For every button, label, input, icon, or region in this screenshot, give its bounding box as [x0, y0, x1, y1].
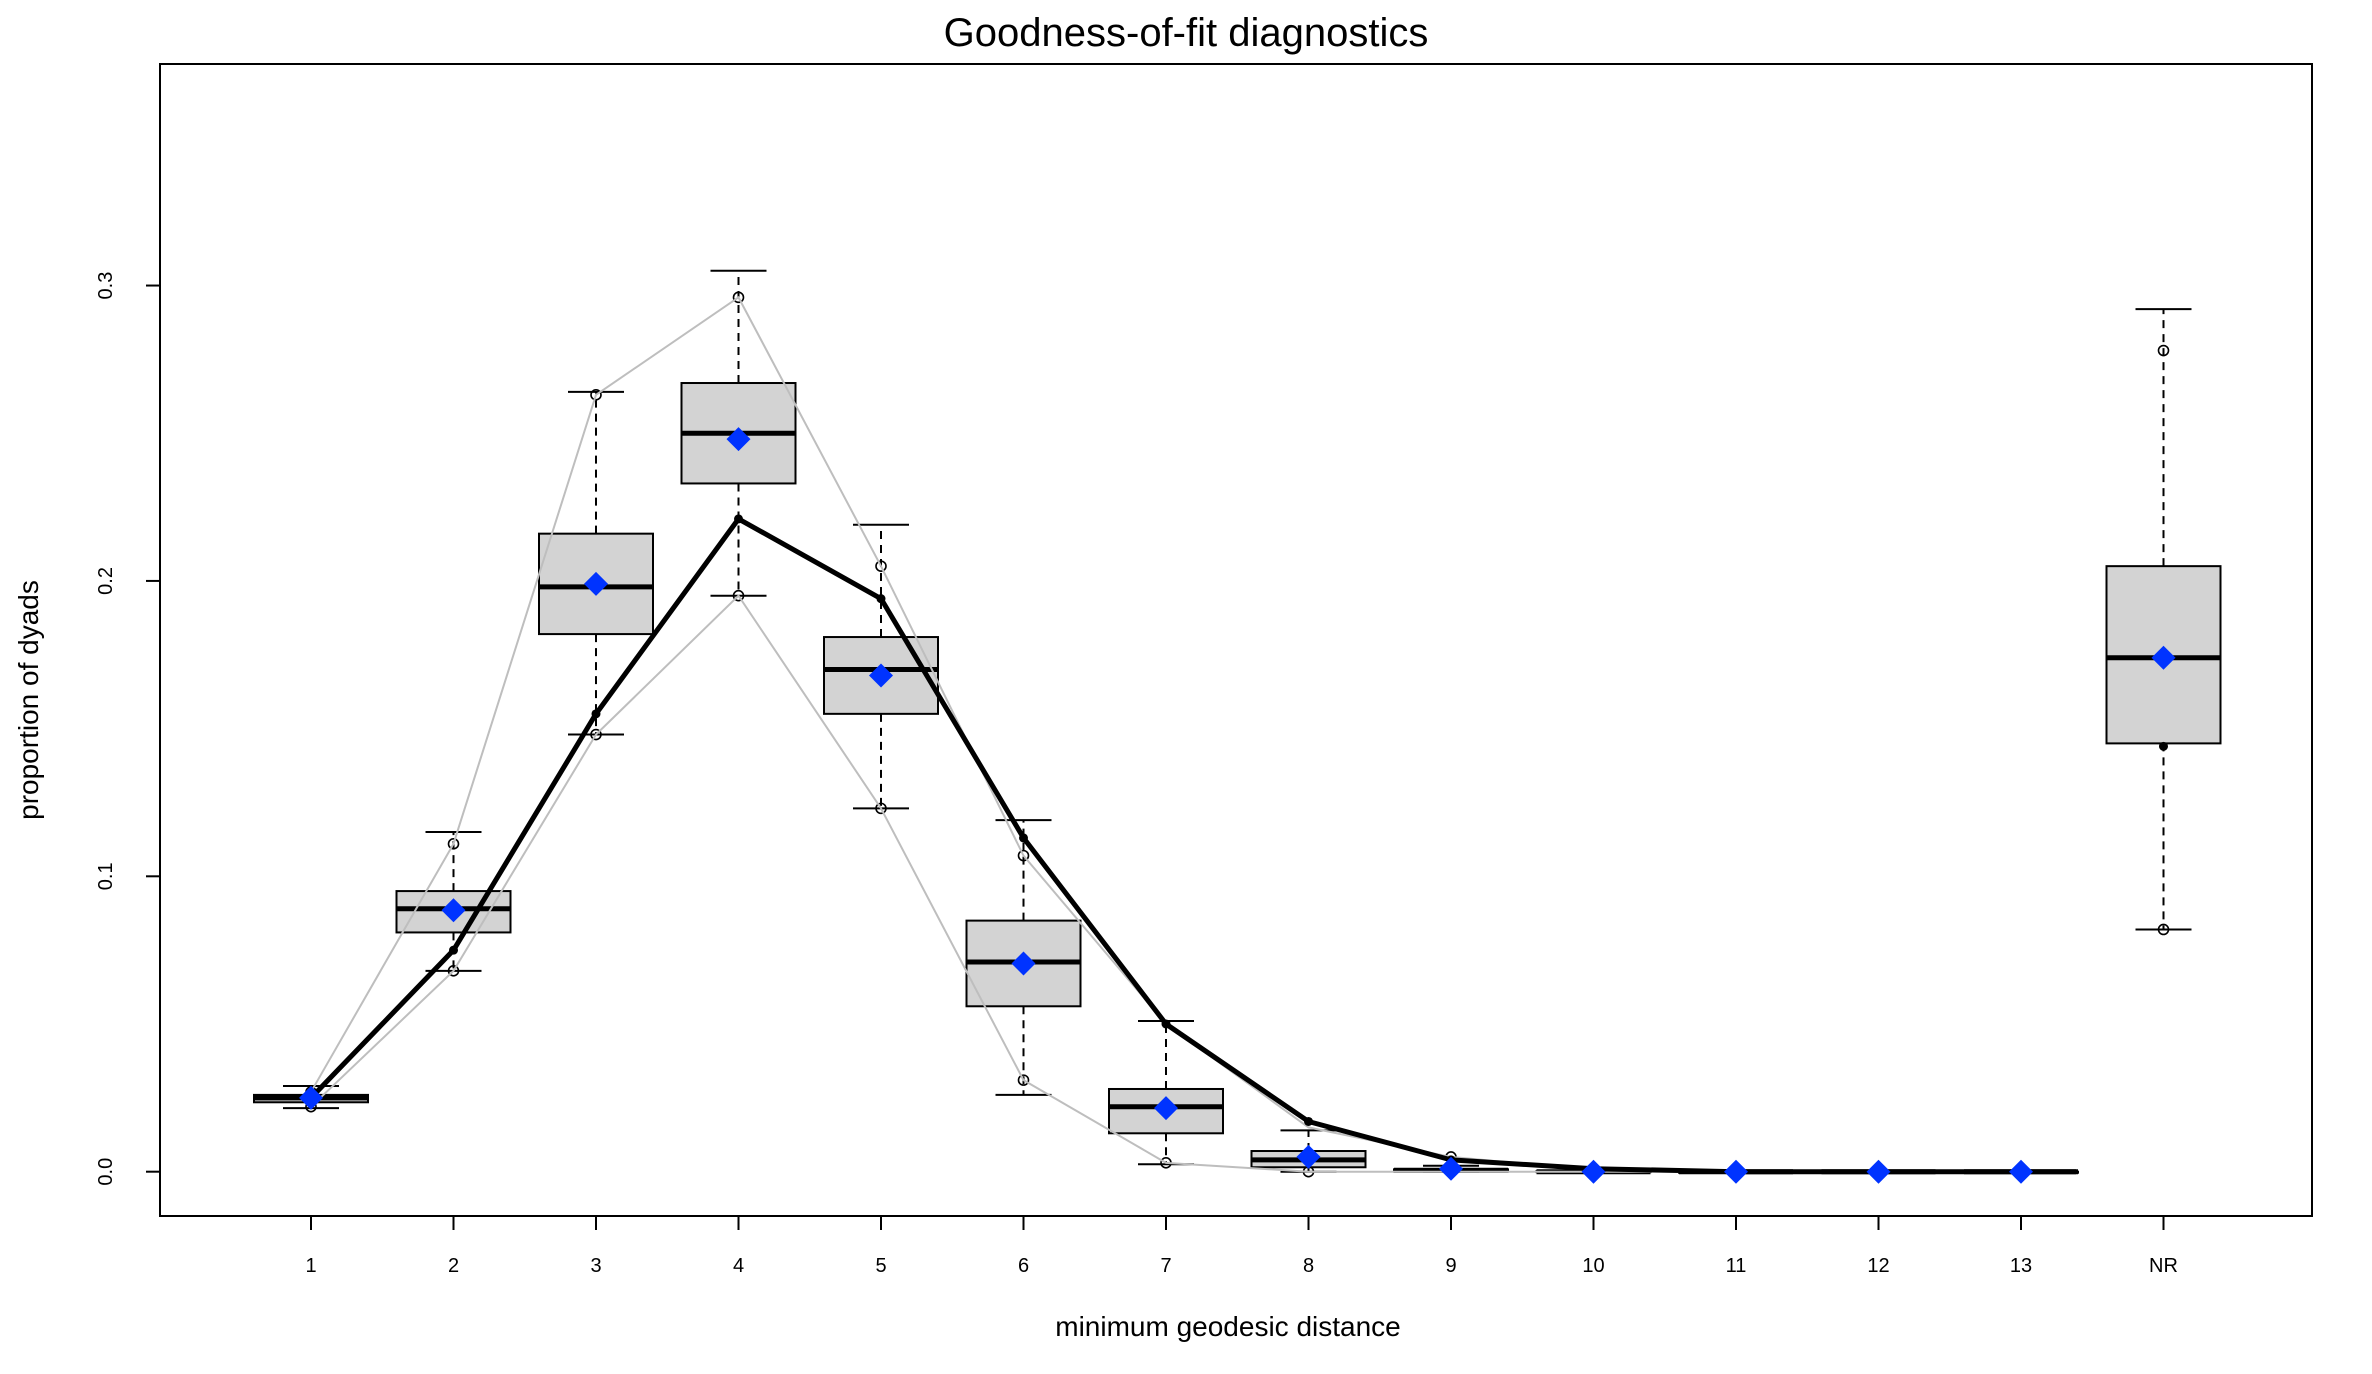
x-tick-label: 2: [448, 1255, 459, 1277]
chart-title: Goodness-of-fit diagnostics: [944, 11, 1429, 55]
mean-marker: [1866, 1159, 1891, 1184]
outlier-point: [447, 838, 460, 850]
y-tick-label: 0.0: [95, 1158, 117, 1186]
mean-marker: [1581, 1159, 1606, 1184]
outlier-point: [590, 728, 602, 741]
mean-marker: [726, 427, 751, 452]
observed-point: [591, 709, 601, 719]
mean-marker: [1154, 1096, 1178, 1121]
x-tick-label: 10: [1582, 1255, 1604, 1277]
x-tick-label: 4: [733, 1255, 744, 1277]
outlier-point: [875, 560, 887, 572]
x-tick-label: 12: [1867, 1255, 1889, 1277]
outlier-point: [875, 802, 887, 815]
x-tick-label: NR: [2149, 1255, 2178, 1277]
observed-point: [876, 594, 886, 604]
mean-marker: [2009, 1159, 2033, 1184]
outlier-point: [732, 589, 745, 602]
x-tick-label: 11: [1726, 1255, 1747, 1277]
outlier-point: [2157, 923, 2170, 936]
observed-point: [734, 514, 743, 524]
outlier-point: [447, 965, 460, 977]
x-tick-label: 9: [1445, 1255, 1456, 1277]
plot-area: 0.00.10.20.31 2 3 4 5 6 7 8 9 10 11 12 13 NR: [95, 63, 2313, 1277]
observed-point: [1304, 1116, 1313, 1126]
mean-marker: [299, 1085, 323, 1110]
x-axis-label: minimum geodesic distance: [1055, 1311, 1401, 1342]
mean-marker: [1296, 1144, 1321, 1169]
y-axis-label: proportion of dyads: [13, 580, 44, 820]
observed-line: [309, 516, 2076, 1175]
plot-frame: [159, 63, 2313, 1217]
mean-marker: [1011, 951, 1036, 976]
x-tick-label: 8: [1303, 1255, 1314, 1277]
outlier-point: [732, 291, 745, 304]
outlier-point: [1017, 1074, 1030, 1086]
x-tick-label: 1: [305, 1255, 316, 1277]
mean-marker: [1724, 1159, 1748, 1184]
mean-marker: [2151, 645, 2176, 670]
x-tick-label: 6: [1018, 1255, 1029, 1277]
x-tick-label: 13: [2010, 1255, 2032, 1277]
y-tick-label: 0.3: [95, 272, 117, 300]
x-tick-label: 3: [590, 1255, 601, 1277]
observed-point: [2159, 741, 2168, 751]
y-tick-label: 0.1: [95, 862, 117, 890]
observed-point: [1019, 833, 1028, 843]
mean-marker: [1439, 1156, 1463, 1181]
outlier-point: [2157, 344, 2170, 357]
y-tick-label: 0.2: [95, 567, 117, 595]
observed-point: [1161, 1019, 1171, 1029]
mean-marker: [869, 663, 893, 688]
observed-point: [449, 945, 458, 955]
mean-marker: [441, 898, 466, 923]
x-tick-label: 7: [1160, 1255, 1171, 1277]
outlier-point: [1017, 849, 1030, 862]
mean-marker: [584, 571, 608, 596]
outlier-point: [590, 389, 602, 401]
x-tick-label: 5: [875, 1255, 886, 1277]
